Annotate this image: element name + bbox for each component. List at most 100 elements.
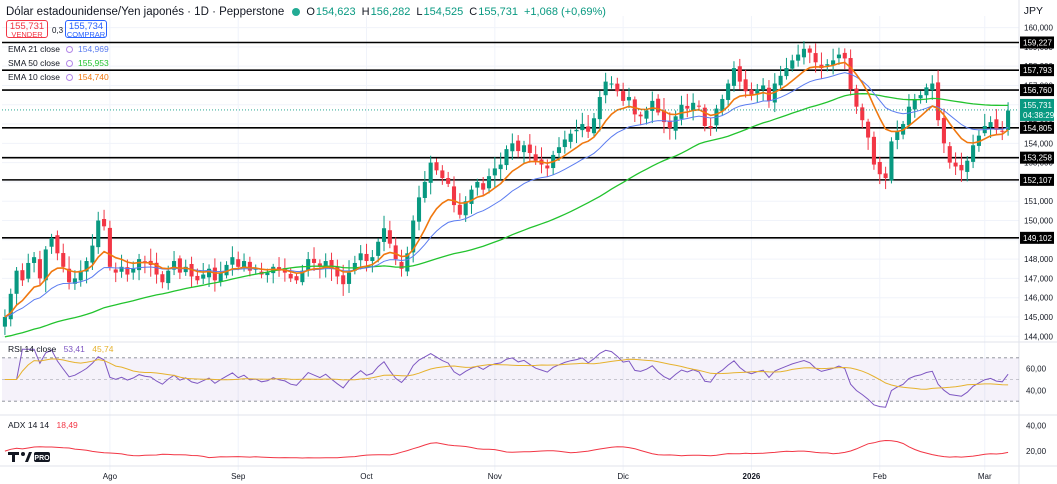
candle-body xyxy=(831,60,836,65)
candle-body xyxy=(930,83,935,91)
candle-body xyxy=(685,105,690,109)
rsi-tick-label: 40,00 xyxy=(1026,386,1047,395)
visibility-icon[interactable] xyxy=(65,73,73,81)
visibility-icon[interactable] xyxy=(65,45,73,53)
sell-button[interactable]: 155,731 VENDER xyxy=(6,20,48,39)
symbol-title[interactable]: Dólar estadounidense/Yen japonés · 1D · … xyxy=(6,6,285,18)
candle-body xyxy=(177,258,182,273)
candle-body xyxy=(726,83,731,100)
rsi-legend[interactable]: RSI 14 close 53,41 45,74 xyxy=(8,344,114,354)
candle-body xyxy=(965,160,970,172)
candle-body xyxy=(545,165,550,169)
candle-body xyxy=(358,253,363,261)
candle-body xyxy=(603,81,608,96)
candle-body xyxy=(84,261,89,272)
candle-body xyxy=(370,257,375,262)
candle-body xyxy=(498,164,503,170)
ema10-line xyxy=(4,61,1009,318)
candle-body xyxy=(667,120,672,128)
candle-body xyxy=(936,82,941,121)
legend-sma50[interactable]: SMA 50 close 155,953 xyxy=(8,58,109,68)
candle-body xyxy=(691,102,696,111)
candle-body xyxy=(300,270,305,283)
candle-body xyxy=(218,272,223,282)
legend-ema10-value: 154,740 xyxy=(77,72,109,82)
level-price-label: 153,258 xyxy=(1023,154,1052,163)
adx-line xyxy=(4,439,1009,459)
candle-body xyxy=(591,118,597,134)
moving-average-lines xyxy=(4,61,1009,338)
price-tick-label: 144,000 xyxy=(1024,332,1053,341)
candle-body xyxy=(393,245,398,260)
visibility-icon[interactable] xyxy=(65,59,73,67)
candle-body xyxy=(866,121,871,138)
candle-body xyxy=(650,100,655,111)
candle-body xyxy=(510,143,515,152)
time-tick-label: Nov xyxy=(488,472,502,481)
candle-body xyxy=(562,139,567,148)
candle-body xyxy=(119,266,124,272)
candle-body xyxy=(294,276,299,281)
candle-body xyxy=(107,227,112,267)
candle-body xyxy=(796,54,801,61)
candle-body xyxy=(1000,130,1005,132)
tradingview-logo-icon[interactable]: PRO xyxy=(8,450,50,464)
legend-ema21[interactable]: EMA 21 close 154,969 xyxy=(8,44,109,54)
candle-body xyxy=(871,136,876,165)
candle-body xyxy=(329,260,334,269)
candle-body xyxy=(247,261,252,271)
price-tick-label: 148,000 xyxy=(1024,255,1053,264)
candle-body xyxy=(889,141,894,181)
candle-body xyxy=(376,241,381,256)
candle-body xyxy=(440,170,445,179)
candle-body xyxy=(346,272,352,284)
price-tick-label: 146,000 xyxy=(1024,294,1053,303)
adx-line xyxy=(4,439,1009,459)
candle-body xyxy=(183,266,188,273)
adx-legend[interactable]: ADX 14 14 18,49 xyxy=(8,420,78,430)
candle-body xyxy=(621,91,626,101)
candle-body xyxy=(883,173,888,179)
candle-body xyxy=(405,253,410,272)
candle-body xyxy=(580,124,585,131)
candle-body xyxy=(842,52,847,59)
candle-body xyxy=(195,275,200,281)
candle-body xyxy=(20,270,25,281)
candle-body xyxy=(96,220,101,248)
time-tick-label: Mar xyxy=(978,472,992,481)
candle-body xyxy=(411,220,416,253)
candle-body xyxy=(778,75,783,86)
candle-body xyxy=(207,268,212,278)
candle-body xyxy=(609,83,614,85)
time-tick-label: 2026 xyxy=(743,472,761,481)
candle-body xyxy=(918,95,923,99)
candle-body xyxy=(679,104,684,119)
time-tick-label: Dic xyxy=(617,472,629,481)
candle-body xyxy=(212,267,217,281)
candle-body xyxy=(597,97,602,120)
candle-body xyxy=(26,262,31,279)
high-value: 156,282 xyxy=(370,6,411,18)
candle-body xyxy=(113,269,118,273)
candle-body xyxy=(67,268,72,283)
time-tick-label: Feb xyxy=(873,472,887,481)
candle-body xyxy=(521,145,527,153)
candle-body xyxy=(644,110,649,119)
candle-body xyxy=(574,129,579,132)
low-value: 154,525 xyxy=(423,6,464,18)
high-label: H xyxy=(361,6,370,18)
sell-label: VENDER xyxy=(11,30,43,39)
candle-body xyxy=(236,259,241,267)
candle-body xyxy=(720,98,725,112)
candle-body xyxy=(481,183,486,190)
buy-button[interactable]: 155,734 COMPRAR xyxy=(65,20,107,39)
level-price-tag xyxy=(1020,231,1054,244)
legend-ema10[interactable]: EMA 10 close 154,740 xyxy=(8,72,109,82)
level-price-tag xyxy=(1020,64,1054,77)
candle-body xyxy=(288,273,293,279)
adx-tick-label: 40,00 xyxy=(1026,422,1047,431)
currency-label[interactable]: JPY xyxy=(1023,5,1043,17)
level-price-tag xyxy=(1020,151,1054,164)
candle-body xyxy=(78,270,83,281)
